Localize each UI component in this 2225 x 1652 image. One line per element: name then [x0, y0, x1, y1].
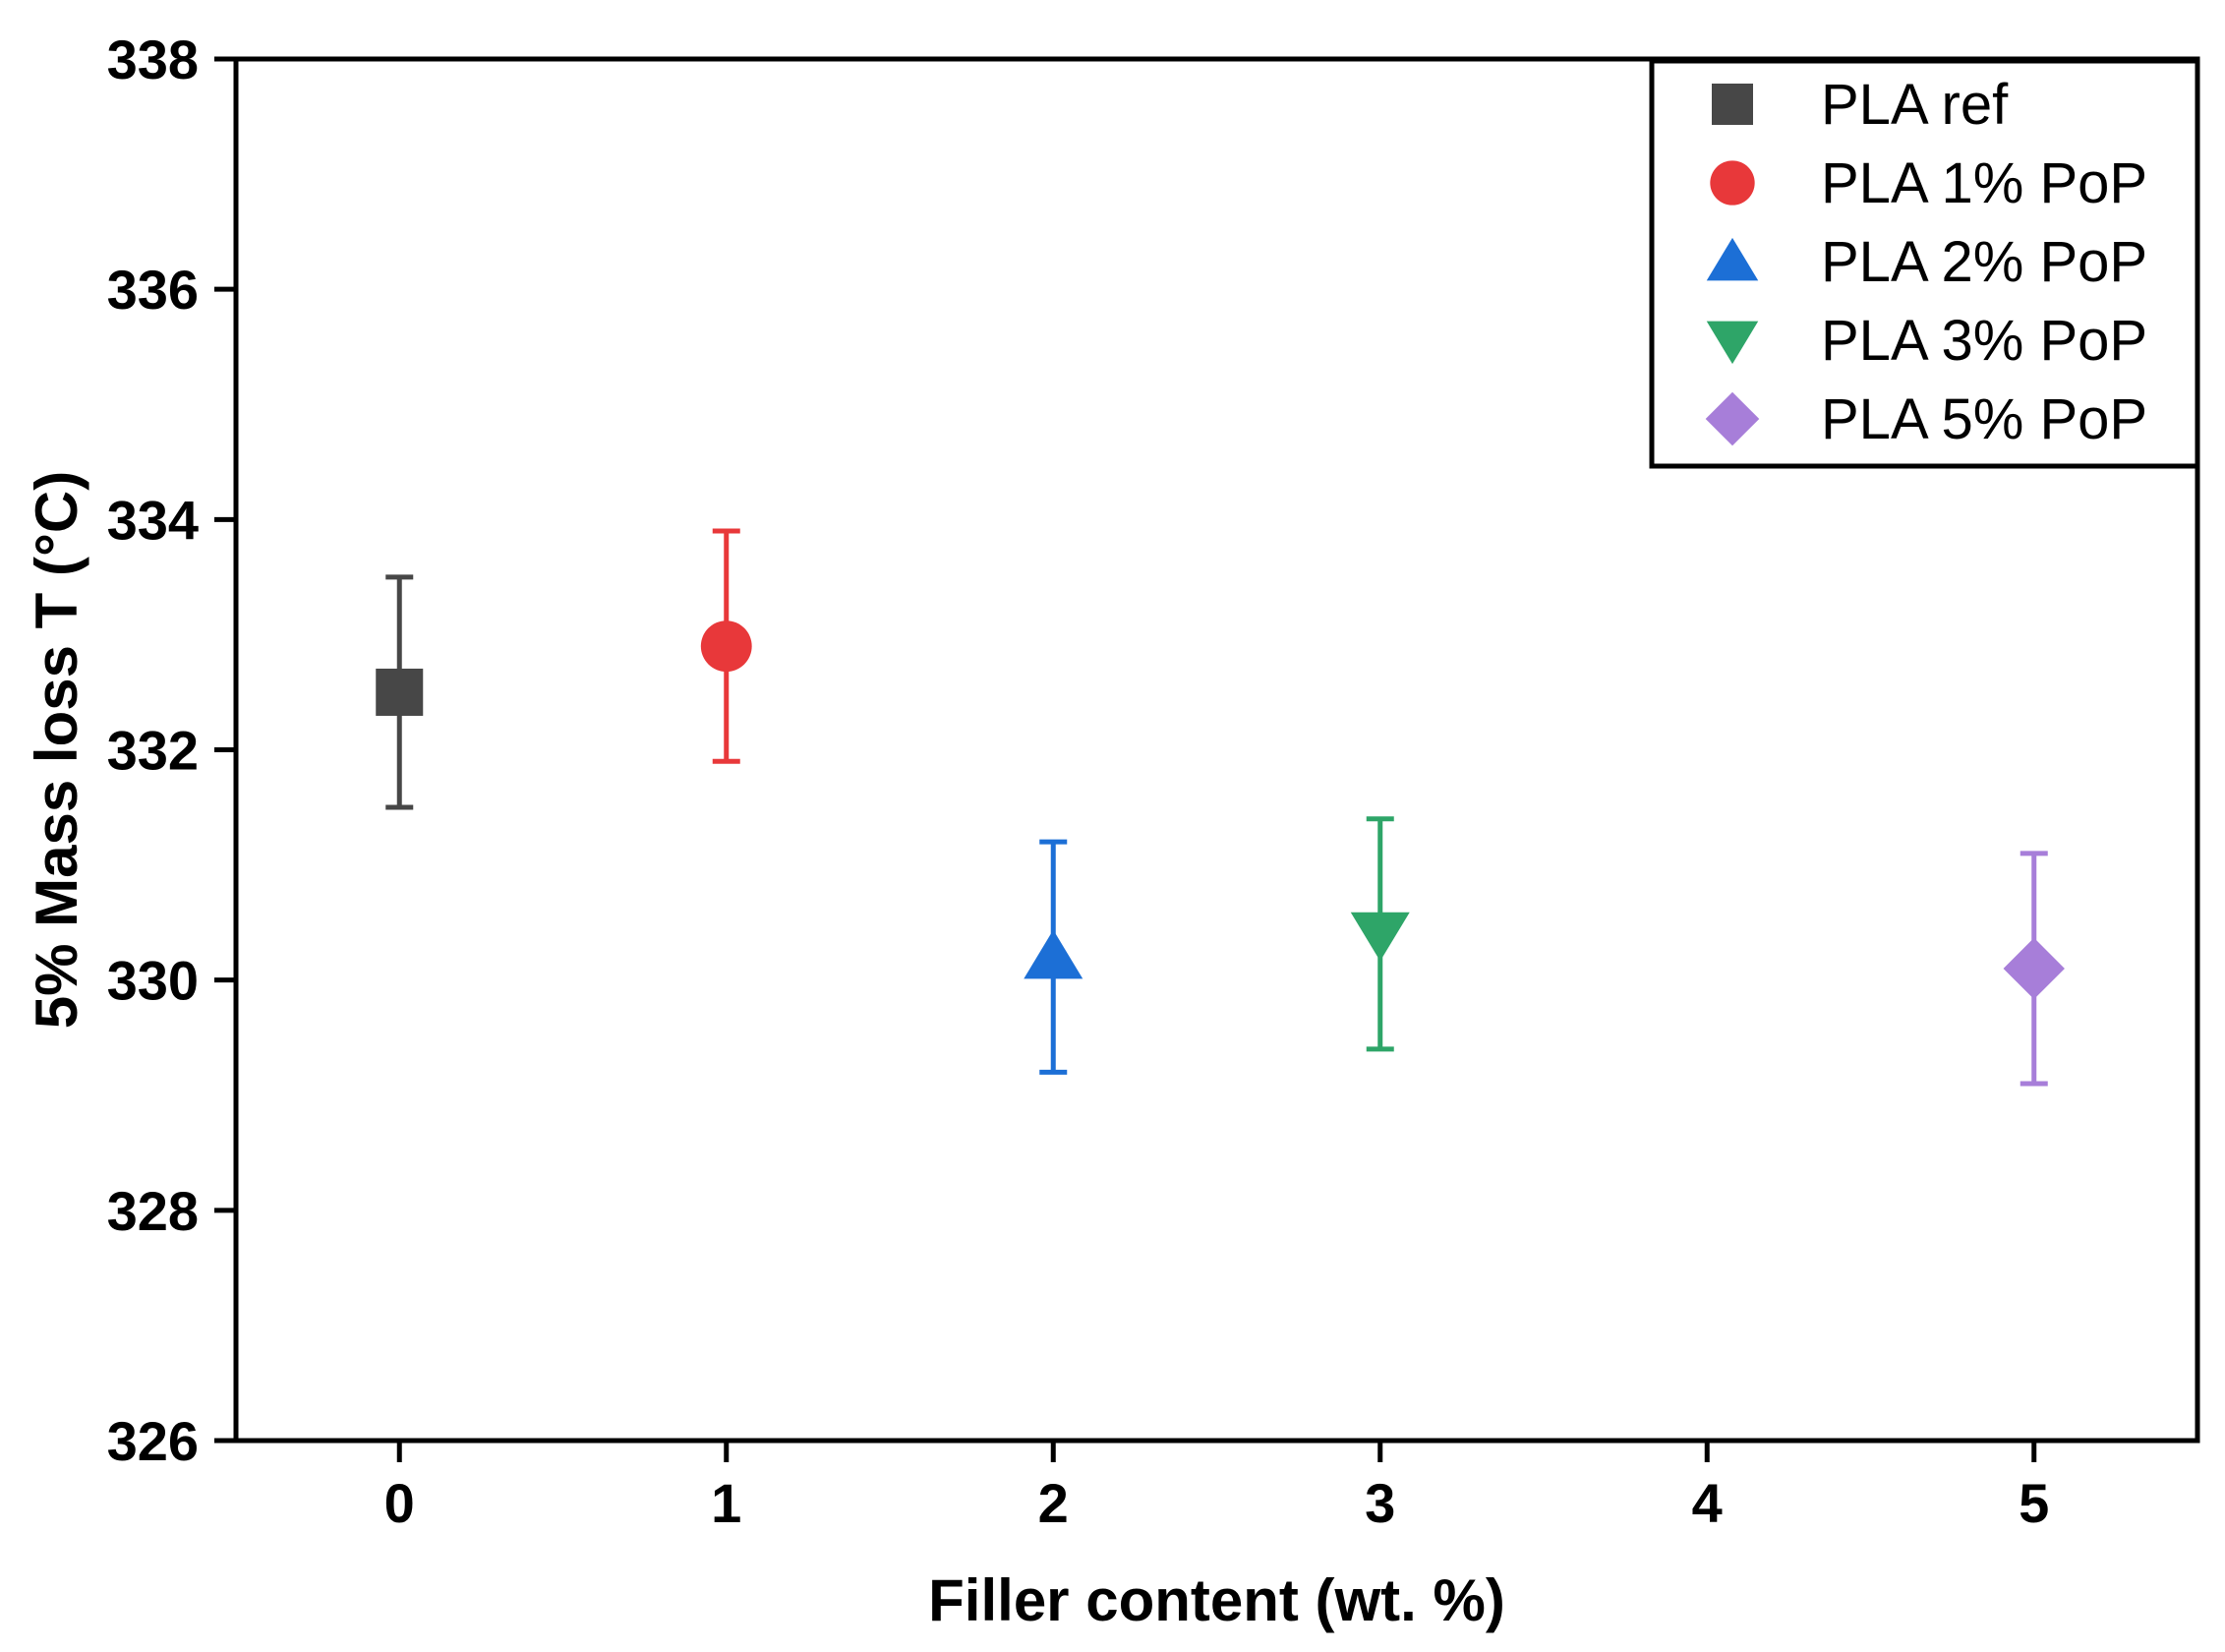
legend-label: PLA 2% PoP	[1821, 230, 2147, 294]
series-pla-ref	[376, 574, 424, 810]
legend-entry: PLA 5% PoP	[1705, 387, 2147, 451]
y-tick-label: 332	[107, 720, 199, 782]
data-point	[376, 668, 424, 716]
legend-label: PLA 5% PoP	[1821, 387, 2147, 451]
data-point	[1350, 912, 1410, 962]
series-pla-3-pop	[1350, 816, 1410, 1052]
x-tick-label: 4	[1692, 1472, 1723, 1534]
legend-marker	[1706, 237, 1759, 281]
legend-marker	[1705, 391, 1760, 446]
legend-label: PLA 3% PoP	[1821, 309, 2147, 373]
legend-marker	[1706, 321, 1759, 365]
legend-entry: PLA ref	[1712, 73, 2009, 137]
legend-label: PLA 1% PoP	[1821, 151, 2147, 215]
data-point	[700, 620, 752, 673]
y-tick-label: 326	[107, 1410, 199, 1472]
y-tick-label: 334	[107, 489, 199, 551]
data-series	[376, 528, 2065, 1087]
x-tick-label: 3	[1365, 1472, 1395, 1534]
x-tick-label: 0	[384, 1472, 415, 1534]
legend-marker	[1710, 160, 1755, 206]
legend-entry: PLA 3% PoP	[1706, 309, 2147, 373]
y-axis-title: 5% Mass loss T (°C)	[24, 471, 89, 1029]
y-tick-label: 338	[107, 29, 199, 90]
y-tick-label: 330	[107, 950, 199, 1012]
data-point	[1024, 929, 1083, 979]
y-axis-ticks: 326 328 330 332 334 336 338	[107, 29, 236, 1472]
x-tick-label: 5	[2019, 1472, 2049, 1534]
y-tick-label: 336	[107, 259, 199, 321]
x-axis-title: Filler content (wt. %)	[928, 1567, 1505, 1633]
series-pla-2-pop	[1024, 839, 1083, 1075]
x-tick-label: 1	[711, 1472, 741, 1534]
legend-entry: PLA 2% PoP	[1706, 230, 2147, 294]
series-pla-5-pop	[2003, 851, 2065, 1087]
x-axis-ticks: 0 1 2 3 4 5	[384, 1441, 2049, 1534]
legend-marker	[1712, 84, 1753, 125]
y-tick-label: 328	[107, 1180, 199, 1242]
plot-frame	[233, 56, 2200, 1444]
series-pla-1-pop	[700, 528, 752, 764]
data-point	[2003, 937, 2065, 1000]
legend-entry: PLA 1% PoP	[1710, 151, 2147, 215]
x-tick-label: 2	[1038, 1472, 1069, 1534]
legend: PLA ref PLA 1% PoP PLA 2% PoP PLA 3% PoP PLA…	[1649, 58, 2200, 469]
legend-label: PLA ref	[1821, 73, 2009, 137]
